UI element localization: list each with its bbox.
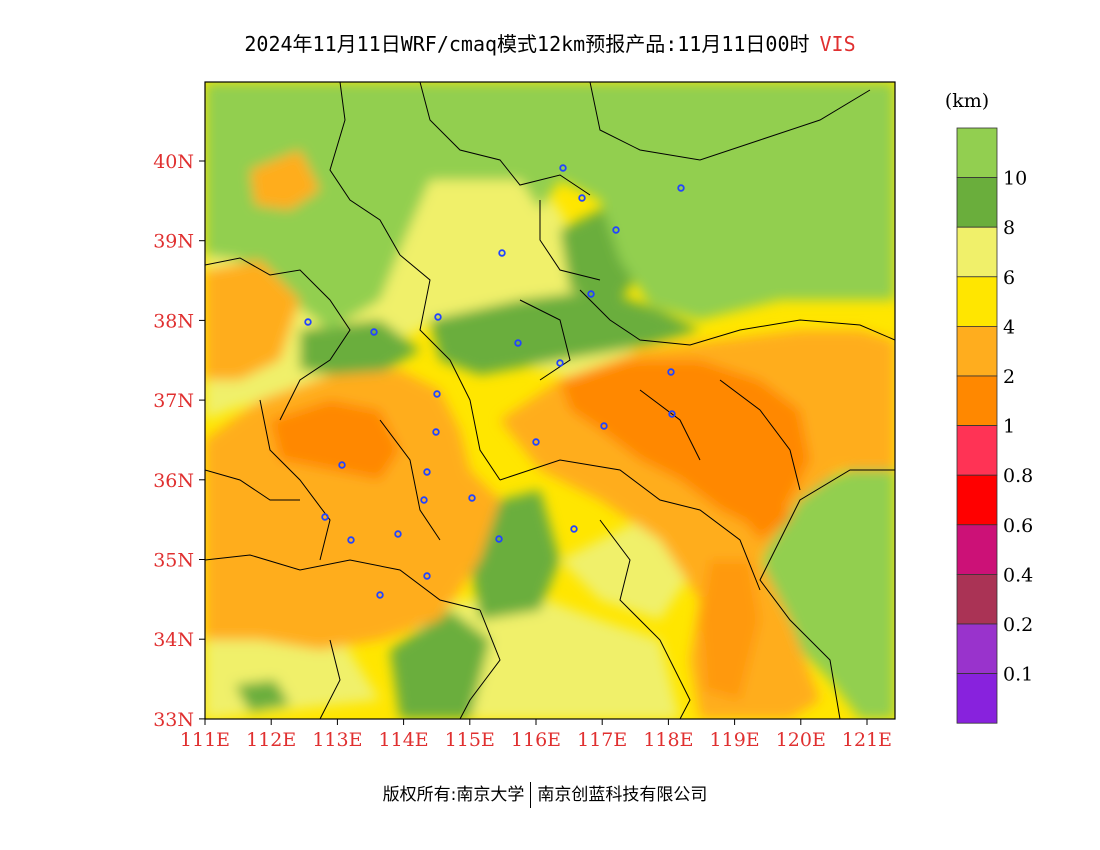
station-marker [600, 422, 608, 430]
lon-tick-label: 111E [180, 729, 230, 751]
station-marker [370, 328, 378, 336]
title-variable: VIS [819, 32, 856, 56]
copyright-left: 版权所有:南京大学 [382, 785, 525, 805]
lon-tick-label: 118E [643, 729, 693, 751]
legend-swatch [956, 226, 998, 278]
station-marker [304, 318, 312, 326]
legend-label: 8 [1003, 217, 1015, 239]
color-legend: (km) 10 8 6 4 2 1 0.8 0.6 0.4 0.2 0.1 [945, 90, 1033, 724]
station-marker [347, 536, 355, 544]
lat-tick-label: 37N [153, 390, 194, 412]
legend-label: 10 [1003, 168, 1027, 190]
station-marker [556, 359, 564, 367]
lat-tick-label: 35N [153, 550, 194, 572]
legend-label: 6 [1003, 267, 1015, 289]
station-marker [612, 226, 620, 234]
lat-tick-label: 40N [153, 151, 194, 173]
station-marker [570, 525, 578, 533]
lat-tick-label: 39N [153, 231, 194, 253]
station-markers [304, 164, 685, 599]
lat-tick-label: 34N [153, 629, 194, 651]
station-marker [587, 290, 595, 298]
lon-tick-label: 116E [511, 729, 561, 751]
station-marker [677, 184, 685, 192]
latitude-axis: 40N 39N 38N 37N 36N 35N 34N 33N [153, 151, 205, 731]
legend-label: 0.4 [1003, 564, 1033, 586]
station-marker [667, 368, 675, 376]
legend-label: 2 [1003, 366, 1015, 388]
station-marker [468, 494, 476, 502]
lon-tick-label: 119E [710, 729, 760, 751]
lat-tick-label: 36N [153, 470, 194, 492]
legend-swatch [956, 574, 998, 625]
lat-tick-label: 38N [153, 310, 194, 332]
station-marker [338, 461, 346, 469]
station-marker [668, 410, 676, 418]
lon-tick-label: 121E [842, 729, 892, 751]
station-marker [495, 535, 503, 543]
station-marker [376, 591, 384, 599]
legend-swatch [956, 524, 998, 575]
copyright-separator [530, 782, 532, 808]
station-marker [423, 468, 431, 476]
legend-label: 0.2 [1003, 614, 1033, 636]
lon-tick-label: 113E [312, 729, 362, 751]
legend-swatch [956, 623, 998, 674]
copyright-right: 南京创蓝科技有限公司 [537, 785, 708, 805]
legend-label: 0.6 [1003, 515, 1033, 537]
station-marker [514, 339, 522, 347]
lat-tick-label: 33N [153, 709, 194, 731]
station-marker [433, 390, 441, 398]
title-main: 2024年11月11日WRF/cmaq模式12km预报产品:11月11日00时 [244, 32, 810, 56]
legend-swatch [956, 673, 998, 724]
legend-label: 4 [1003, 316, 1015, 338]
legend-swatch [956, 127, 998, 178]
station-marker [578, 194, 586, 202]
lon-tick-label: 112E [246, 729, 296, 751]
station-marker [498, 249, 506, 257]
legend-swatch [956, 325, 998, 377]
station-marker [423, 572, 431, 580]
longitude-axis: 111E 112E 113E 114E 115E 116E 117E 118E 119E 120E… [180, 719, 892, 751]
station-marker [559, 164, 567, 172]
legend-swatch [956, 276, 998, 327]
lon-tick-label: 117E [577, 729, 627, 751]
station-marker [420, 496, 428, 504]
station-marker [532, 438, 540, 446]
legend-label: 1 [1003, 416, 1015, 438]
boundary-lines [205, 82, 895, 719]
legend-swatch [956, 474, 998, 526]
lon-tick-label: 115E [445, 729, 495, 751]
legend-unit: (km) [945, 90, 989, 112]
legend-label: 0.1 [1003, 664, 1033, 686]
station-marker [432, 428, 440, 436]
legend-label: 0.8 [1003, 465, 1033, 487]
legend-swatch [956, 425, 998, 476]
copyright-line: 版权所有:南京大学 南京创蓝科技有限公司 [0, 780, 1090, 808]
chart-title: 2024年11月11日WRF/cmaq模式12km预报产品:11月11日00时 V… [0, 28, 1100, 57]
lon-tick-label: 120E [776, 729, 826, 751]
station-marker [321, 513, 329, 521]
legend-swatch [956, 375, 998, 426]
station-marker [394, 530, 402, 538]
station-marker [434, 313, 442, 321]
lon-tick-label: 114E [379, 729, 429, 751]
map-field [205, 82, 895, 719]
legend-swatch [956, 177, 998, 228]
